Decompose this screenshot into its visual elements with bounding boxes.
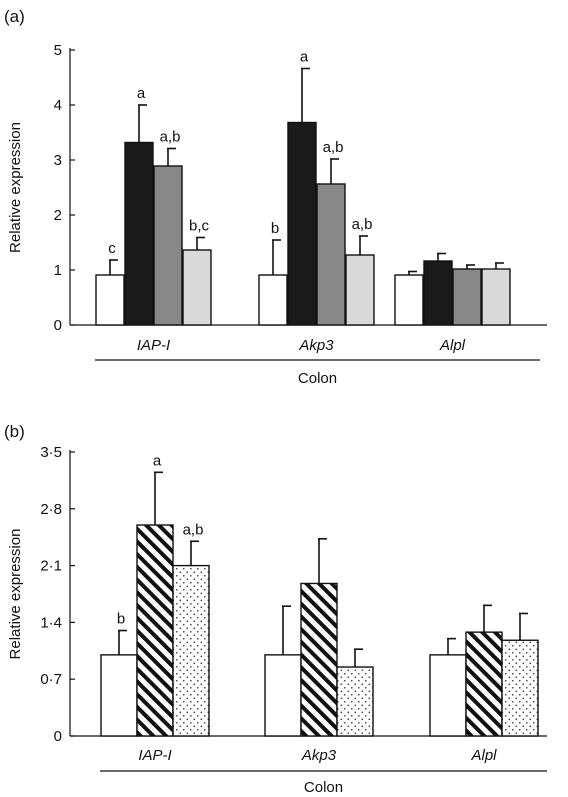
bar bbox=[465, 631, 503, 737]
y-tick-label: 4 bbox=[54, 97, 62, 114]
bar bbox=[429, 654, 467, 737]
bar bbox=[100, 654, 138, 737]
bar bbox=[258, 274, 288, 326]
category-label: Alpl bbox=[439, 337, 466, 354]
bar bbox=[394, 274, 424, 326]
panel-label: (a) bbox=[4, 7, 25, 26]
bar bbox=[182, 249, 212, 326]
bar bbox=[345, 254, 375, 326]
y-tick-label: 2·8 bbox=[40, 501, 62, 518]
y-tick-label: 3 bbox=[54, 152, 62, 169]
y-tick-label: 2 bbox=[54, 207, 62, 224]
significance-label: b bbox=[117, 611, 125, 628]
bar bbox=[95, 274, 125, 326]
significance-label: a,b bbox=[160, 129, 181, 146]
chart-panel-b: (b) 0 0·7 1·4 2·1 2·8 3·5 Relative expression b a… bbox=[4, 422, 547, 796]
significance-label: a,b bbox=[183, 521, 204, 538]
bar bbox=[264, 654, 302, 737]
significance-label: c bbox=[108, 240, 116, 257]
significance-label: a,b bbox=[352, 216, 373, 233]
category-label: IAP-I bbox=[137, 337, 170, 354]
significance-label: a bbox=[153, 452, 162, 469]
category-label: Alpl bbox=[470, 747, 497, 764]
bar bbox=[336, 666, 374, 737]
bar bbox=[501, 639, 539, 737]
category-label: Akp3 bbox=[301, 747, 337, 764]
y-axis-title: Relative expression bbox=[7, 529, 24, 660]
chart-panel-a: (a) 0 1 2 3 4 5 Relative expression c a a,b b,c IAP-… bbox=[4, 7, 547, 387]
bar bbox=[172, 564, 210, 737]
y-tick-label: 1 bbox=[54, 262, 62, 279]
y-tick-label: 0·7 bbox=[40, 671, 62, 688]
significance-label: a,b bbox=[323, 139, 344, 156]
bar bbox=[300, 582, 338, 737]
bar bbox=[423, 260, 453, 326]
y-tick-label: 5 bbox=[54, 42, 62, 59]
category-label: Akp3 bbox=[298, 337, 334, 354]
bar bbox=[481, 268, 511, 326]
y-tick-label: 1·4 bbox=[40, 614, 62, 631]
x-axis-group-label: Colon bbox=[298, 370, 337, 387]
bar bbox=[153, 165, 183, 326]
x-axis-group-label: Colon bbox=[304, 779, 343, 796]
significance-label: a bbox=[300, 49, 309, 66]
bar bbox=[287, 121, 317, 326]
category-label: IAP-I bbox=[138, 747, 171, 764]
significance-label: b bbox=[271, 220, 279, 237]
panel-label: (b) bbox=[4, 422, 25, 441]
bar bbox=[452, 268, 482, 326]
significance-label: b,c bbox=[189, 218, 210, 235]
significance-label: a bbox=[137, 85, 146, 102]
bar bbox=[316, 183, 346, 326]
y-tick-label: 3·5 bbox=[40, 444, 62, 461]
y-axis-title: Relative expression bbox=[7, 122, 24, 253]
bar bbox=[124, 141, 154, 326]
y-tick-label: 2·1 bbox=[40, 558, 62, 575]
bar bbox=[136, 524, 174, 737]
y-tick-label: 0 bbox=[54, 728, 62, 745]
y-tick-label: 0 bbox=[54, 317, 62, 334]
